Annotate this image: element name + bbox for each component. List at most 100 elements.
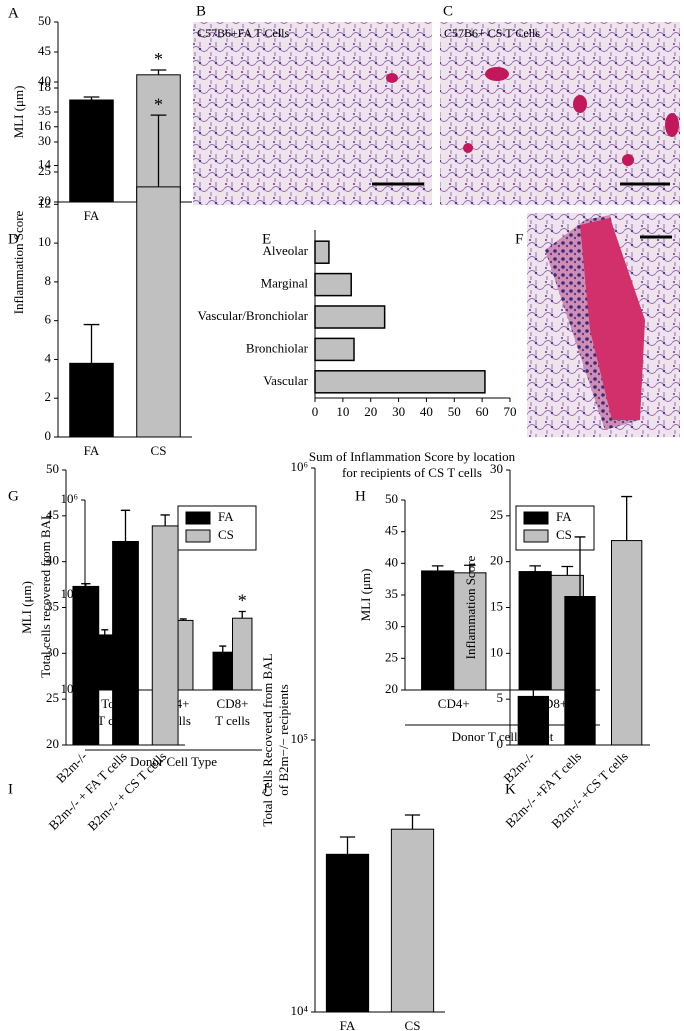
y-tick-label: 4 [45,350,52,365]
micrograph-c [440,22,680,205]
bar [314,240,330,264]
y-tick-label: 30 [46,644,59,659]
error-bar [219,645,227,653]
x-axis-label: Donor Cell Type [130,754,217,769]
legend-label: CS [218,527,234,542]
error-bar [150,114,167,187]
bar [314,305,386,329]
error-bar [621,495,633,541]
image-caption: C57B6+FA T Cells [197,26,289,40]
y-tick-label: 40 [38,73,51,88]
y-tick-label: 35 [385,586,398,601]
y-tick-label: 14 [38,157,52,172]
panel-letter: F [515,231,523,247]
error-bar [464,564,476,573]
y-tick-label: 10⁶ [290,459,308,474]
legend-label: FA [556,509,572,524]
panel-letter: K [505,781,516,797]
panel-letter: I [8,781,13,797]
y-axis-label: Inflammation Score [463,555,478,659]
bar [112,541,139,746]
y-tick-label: 40 [385,554,398,569]
y-tick-label: 0 [45,428,52,443]
y-axis-label: of B2m−/− recipients [276,684,291,795]
panel-letter: D [8,231,19,247]
x-tick-label: CS [151,443,167,458]
y-tick-label: Vascular/Bronchiolar [198,308,309,323]
bar [611,540,643,746]
y-tick-label: 30 [490,461,503,476]
y-tick-label: Alveolar [263,243,309,258]
legend-swatch [185,511,211,525]
panel-letter: B [196,3,206,19]
x-tick-label: CS [405,1018,421,1031]
x-tick-label: T cells [215,713,250,728]
micrograph-f [527,213,680,437]
y-axis-label: MLI (μm) [358,569,373,622]
y-tick-label: Marginal [261,276,309,291]
error-bar [529,565,541,572]
error-bar [404,814,421,830]
x-tick-label: 20 [364,404,377,419]
legend-label: FA [218,509,234,524]
legend-swatch [185,529,211,543]
y-tick-label: 10 [490,644,503,659]
panel-letter: A [8,5,19,21]
error-bar [83,323,100,364]
y-tick-label: 0 [497,736,504,751]
y-tick-label: 35 [38,103,51,118]
y-tick-label: Vascular [263,373,308,388]
error-bar [238,610,246,619]
y-axis-label: MLI (μm) [19,581,34,634]
y-tick-label: 20 [490,553,503,568]
y-tick-label: 20 [38,193,51,208]
micrograph-b [193,22,432,205]
bar [564,596,596,746]
y-tick-label: 45 [38,43,51,58]
y-tick-label: 40 [46,553,59,568]
bar [136,186,181,438]
x-tick-label: FA [340,1018,356,1031]
y-tick-label: 10 [38,234,51,249]
x-tick-label: FA [84,443,100,458]
y-tick-label: 2 [45,389,52,404]
y-tick-label: 16 [38,118,52,133]
error-bar [179,618,187,621]
x-tick-label: 0 [312,404,319,419]
bar [314,272,352,297]
panel-letter: C [443,3,453,19]
panel-letter: G [8,488,19,504]
bar [69,362,114,438]
panel-letter: H [355,488,366,504]
bar [390,828,435,1013]
x-tick-label: B2m-/- [53,749,90,786]
bar [453,572,487,691]
error-bar [160,514,170,526]
y-axis-label: MLI (μm) [11,86,26,139]
y-tick-label: 50 [385,491,398,506]
y-tick-label: 12 [38,195,51,210]
y-tick-label: 25 [385,649,398,664]
y-tick-label: 30 [38,133,51,148]
significance-star: * [154,49,163,69]
y-tick-label: 25 [46,690,59,705]
bar [72,585,100,746]
bar [212,651,233,691]
error-bar [81,583,91,587]
bar [517,695,550,746]
bar [314,370,486,394]
bar [314,337,355,362]
y-tick-label: Bronchiolar [246,340,309,355]
error-bar [561,565,574,576]
x-axis-label: Sum of Inflammation Score by location [309,449,516,464]
x-tick-label: 10 [336,404,349,419]
bar [151,525,179,746]
bar [518,571,552,691]
y-tick-label: 15 [490,598,503,613]
bar [421,570,455,691]
y-tick-label: 50 [38,13,51,28]
panel-letter: J [262,781,268,797]
legend-swatch [523,511,549,525]
panel-letter: E [262,231,271,247]
